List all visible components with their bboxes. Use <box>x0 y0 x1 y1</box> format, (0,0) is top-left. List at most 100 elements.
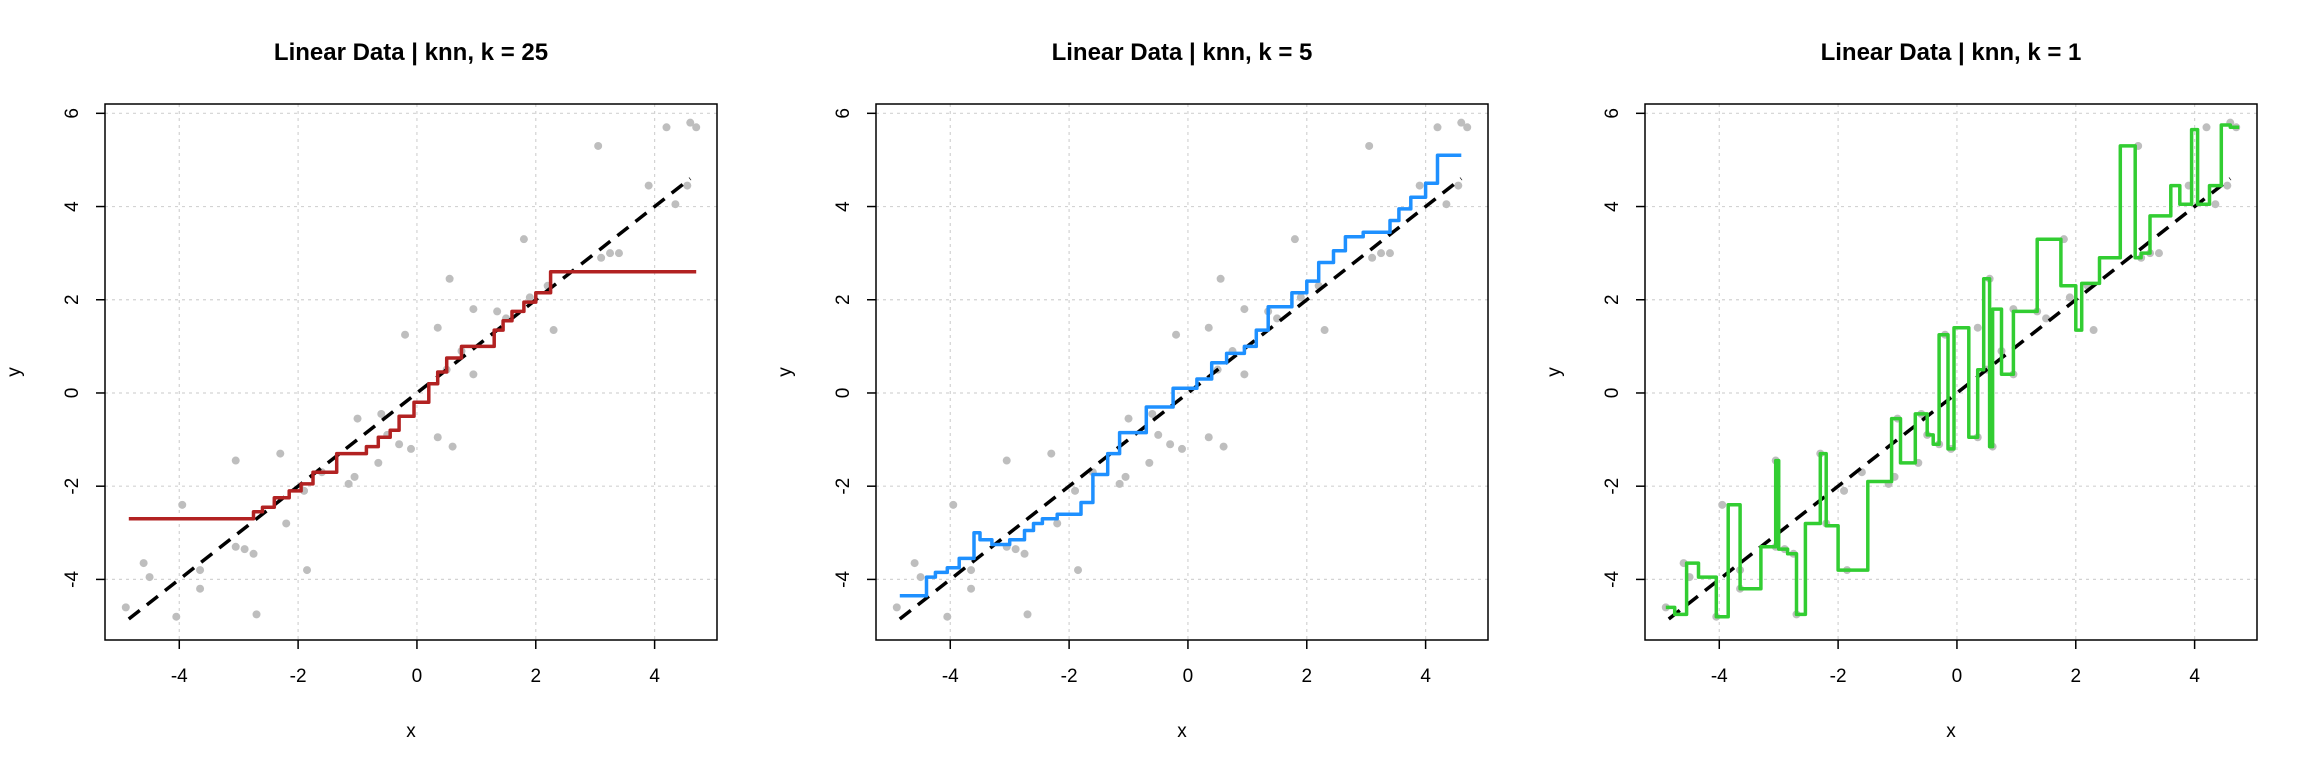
panel-knn-k25: -4 -2 0 2 4 -4 -2 0 2 4 6 Linear Data | knn, k = 25… <box>4 39 718 742</box>
data-point <box>1442 200 1451 209</box>
data-point <box>606 249 615 258</box>
y-tick-label: -2 <box>1602 478 1623 495</box>
chart-title: Linear Data | knn, k = 25 <box>274 39 548 66</box>
data-point <box>377 409 386 418</box>
data-point <box>1273 314 1282 323</box>
panel-knn-k5: -4 -2 0 2 4 -4 -2 0 2 4 6 Linear Data | knn, k = 5 x… <box>775 39 1489 742</box>
data-point <box>1023 610 1032 619</box>
knn-fit-line <box>1665 123 2240 619</box>
data-point <box>1240 370 1249 379</box>
y-tick-label: 2 <box>62 294 83 305</box>
y-tick-label: -2 <box>833 478 854 495</box>
data-point <box>401 330 410 339</box>
data-point <box>662 123 671 132</box>
data-point <box>949 500 958 509</box>
plot-frame <box>875 103 1489 641</box>
x-tick-label: -2 <box>1830 666 1847 687</box>
data-point <box>692 123 701 132</box>
data-point <box>350 472 359 481</box>
data-point <box>1415 181 1424 190</box>
data-point <box>1216 274 1225 283</box>
data-point <box>469 370 478 379</box>
data-point <box>1368 253 1377 262</box>
x-tick-label: -2 <box>290 666 307 687</box>
data-point <box>1365 141 1374 150</box>
data-point <box>1219 442 1228 451</box>
data-point <box>1290 235 1299 244</box>
y-tick-label: 6 <box>62 108 83 119</box>
data-point <box>549 326 558 335</box>
data-point <box>1204 323 1213 332</box>
data-point <box>2223 181 2232 190</box>
data-point <box>1121 472 1130 481</box>
x-tick-label: 0 <box>1183 666 1194 687</box>
data-point <box>1166 440 1175 449</box>
data-point <box>1074 566 1083 575</box>
data-point <box>1124 414 1133 423</box>
x-tick-label: 2 <box>1301 666 1312 687</box>
data-point <box>683 181 692 190</box>
y-tick-label: 4 <box>62 201 83 212</box>
x-tick-label: -4 <box>171 666 188 687</box>
data-point <box>1047 449 1056 458</box>
data-point <box>1204 433 1213 442</box>
data-point <box>282 519 291 528</box>
knn-fit-line <box>899 153 1462 598</box>
data-point <box>1320 326 1329 335</box>
x-tick-label: -4 <box>942 666 959 687</box>
data-point <box>614 249 623 258</box>
data-point <box>433 433 442 442</box>
x-tick-label: 0 <box>412 666 423 687</box>
x-tick-label: 0 <box>1952 666 1963 687</box>
data-point <box>916 573 925 582</box>
chart-title: Linear Data | knn, k = 5 <box>1052 39 1313 66</box>
data-point <box>196 566 205 575</box>
data-point <box>1433 123 1442 132</box>
data-point <box>240 545 249 554</box>
y-tick-label: 0 <box>833 388 854 399</box>
data-point <box>1718 500 1727 509</box>
data-point <box>448 442 457 451</box>
y-tick-label: 4 <box>1602 201 1623 212</box>
data-point <box>2211 200 2220 209</box>
data-point <box>1172 330 1181 339</box>
data-point <box>196 584 205 593</box>
data-point <box>2042 314 2051 323</box>
y-tick-label: -4 <box>833 571 854 588</box>
data-point <box>433 323 442 332</box>
x-tick-label: 4 <box>2189 666 2200 687</box>
y-tick-label: 0 <box>1602 388 1623 399</box>
data-point <box>178 500 187 509</box>
data-point <box>139 559 148 568</box>
data-point <box>597 253 606 262</box>
data-point <box>252 610 261 619</box>
data-point <box>671 200 680 209</box>
x-tick-label: -2 <box>1061 666 1078 687</box>
data-point <box>1240 305 1249 314</box>
y-tick-label: 2 <box>1602 294 1623 305</box>
data-point <box>967 566 976 575</box>
data-point <box>2154 249 2163 258</box>
data-point <box>353 414 362 423</box>
data-point <box>1020 549 1029 558</box>
data-point <box>686 118 695 127</box>
reference-line <box>898 177 1463 621</box>
data-point <box>2202 123 2211 132</box>
x-axis-label: x <box>406 721 416 742</box>
x-axis-label: x <box>1946 721 1956 742</box>
data-point <box>303 566 312 575</box>
data-point <box>1296 293 1305 302</box>
data-point <box>1154 430 1163 439</box>
data-point <box>145 573 154 582</box>
data-point <box>231 542 240 551</box>
y-tick-label: -4 <box>1602 571 1623 588</box>
data-point <box>172 612 181 621</box>
y-tick-label: 4 <box>833 201 854 212</box>
data-point <box>276 449 285 458</box>
data-point <box>445 274 454 283</box>
y-tick-label: 0 <box>62 388 83 399</box>
data-point <box>1463 123 1472 132</box>
x-tick-label: 4 <box>649 666 660 687</box>
x-tick-label: 4 <box>1420 666 1431 687</box>
